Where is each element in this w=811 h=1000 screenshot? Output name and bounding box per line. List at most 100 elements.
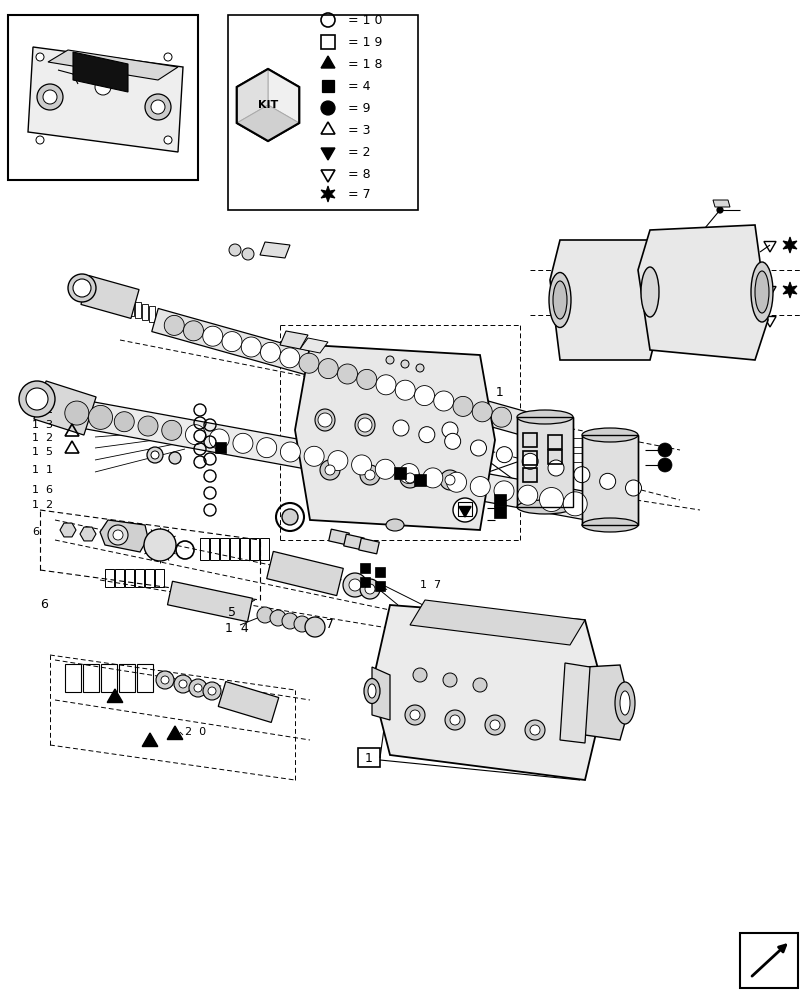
Circle shape (624, 480, 641, 496)
Bar (135, 569, 144, 587)
Text: KIT: KIT (258, 100, 278, 110)
Text: 2  0: 2 0 (185, 727, 206, 737)
Bar (522, 468, 536, 482)
Bar (547, 435, 561, 449)
Circle shape (410, 710, 419, 720)
Circle shape (359, 465, 380, 485)
Circle shape (418, 427, 435, 443)
Text: = 1 8: = 1 8 (348, 58, 382, 71)
Bar (457, 502, 471, 516)
Bar (115, 569, 124, 587)
Bar (155, 569, 164, 587)
Circle shape (539, 488, 563, 512)
Text: 1  1: 1 1 (32, 465, 53, 475)
Polygon shape (260, 242, 290, 258)
Circle shape (453, 396, 473, 416)
Circle shape (151, 451, 159, 459)
Circle shape (138, 416, 158, 436)
Text: = 3: = 3 (348, 124, 370, 137)
Circle shape (405, 473, 414, 483)
Polygon shape (320, 148, 334, 160)
Bar (210, 538, 219, 560)
Circle shape (113, 530, 122, 540)
Circle shape (530, 725, 539, 735)
Polygon shape (782, 237, 796, 253)
Text: □: □ (571, 450, 583, 464)
Circle shape (298, 353, 319, 373)
Polygon shape (167, 581, 252, 622)
Polygon shape (294, 345, 495, 530)
Circle shape (414, 386, 434, 406)
Bar (260, 538, 268, 560)
Circle shape (342, 573, 367, 597)
Circle shape (209, 429, 229, 449)
Polygon shape (343, 534, 364, 550)
Bar (322, 80, 333, 92)
Circle shape (444, 433, 460, 449)
Bar (145, 569, 154, 587)
Polygon shape (107, 689, 122, 702)
Circle shape (189, 679, 207, 697)
Polygon shape (237, 69, 268, 123)
Circle shape (358, 418, 371, 432)
Bar (215, 442, 225, 453)
Circle shape (144, 529, 176, 561)
Bar (125, 569, 134, 587)
Circle shape (320, 101, 335, 115)
Ellipse shape (517, 410, 573, 424)
Circle shape (444, 475, 454, 485)
Circle shape (356, 369, 376, 389)
Circle shape (359, 579, 380, 599)
Circle shape (294, 616, 310, 632)
Circle shape (716, 207, 722, 213)
Bar (250, 538, 259, 560)
Bar (739, 933, 797, 988)
Ellipse shape (315, 409, 335, 431)
Circle shape (68, 274, 96, 302)
Circle shape (337, 364, 357, 384)
Polygon shape (280, 331, 307, 349)
Bar (493, 506, 505, 518)
Bar (135, 302, 141, 318)
Polygon shape (560, 663, 590, 743)
Text: = 1 9: = 1 9 (348, 36, 382, 49)
Circle shape (365, 584, 375, 594)
Circle shape (73, 279, 91, 297)
Bar (148, 306, 155, 322)
Polygon shape (100, 520, 148, 552)
Bar (493, 494, 505, 506)
Circle shape (470, 440, 486, 456)
Circle shape (280, 442, 300, 462)
Ellipse shape (640, 267, 659, 317)
Circle shape (473, 678, 487, 692)
Circle shape (304, 446, 324, 466)
Polygon shape (549, 240, 659, 360)
Circle shape (178, 680, 187, 688)
Circle shape (164, 136, 172, 144)
Text: 1  3: 1 3 (32, 420, 53, 430)
Circle shape (484, 715, 504, 735)
Text: 6: 6 (40, 598, 48, 611)
Polygon shape (299, 338, 328, 353)
Ellipse shape (614, 682, 634, 724)
Text: □: □ (571, 436, 583, 448)
Bar (105, 569, 114, 587)
Circle shape (453, 498, 476, 522)
Bar (230, 538, 238, 560)
Text: 2  1: 2 1 (479, 385, 503, 398)
Ellipse shape (363, 678, 380, 704)
Text: 5: 5 (228, 606, 236, 619)
Circle shape (446, 472, 466, 492)
Polygon shape (58, 396, 622, 526)
Circle shape (449, 715, 460, 725)
Circle shape (88, 405, 113, 429)
Circle shape (233, 433, 252, 453)
Circle shape (441, 422, 457, 438)
Polygon shape (637, 225, 767, 360)
Polygon shape (584, 665, 629, 740)
Circle shape (241, 337, 261, 357)
Polygon shape (218, 682, 278, 722)
Bar (142, 304, 148, 320)
Circle shape (108, 525, 128, 545)
Circle shape (318, 413, 332, 427)
